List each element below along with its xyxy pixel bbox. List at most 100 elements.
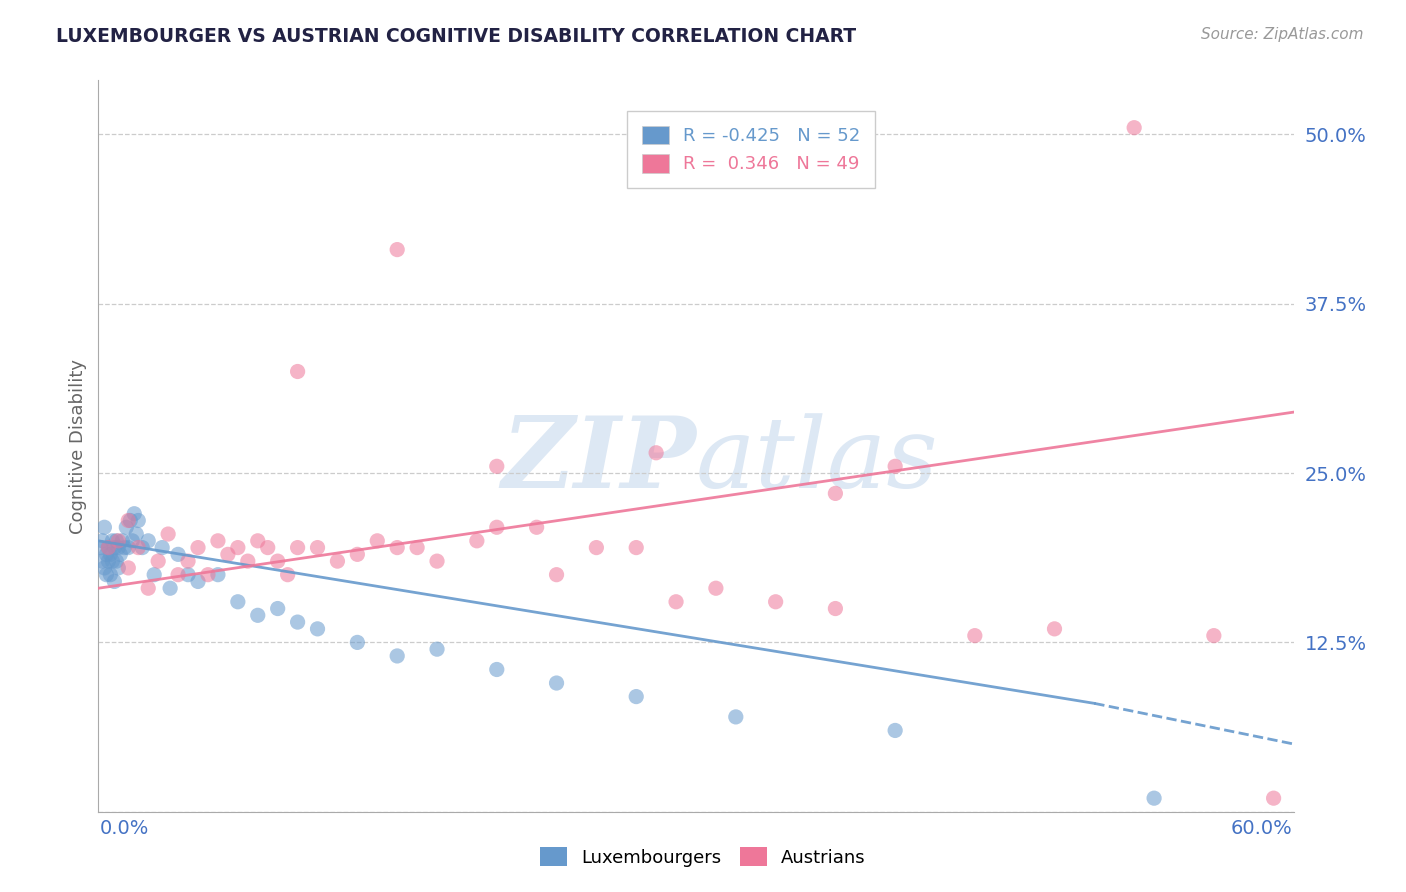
Point [93, 520, 115, 534]
Point [236, 554, 259, 568]
Point [526, 520, 548, 534]
Point [824, 601, 846, 615]
Point [177, 554, 200, 568]
Point [246, 533, 269, 548]
Point [89, 541, 111, 555]
Point [197, 567, 219, 582]
Point [326, 554, 349, 568]
Point [963, 629, 986, 643]
Point [98, 567, 122, 582]
Point [93, 561, 115, 575]
Point [1143, 791, 1166, 805]
Point [346, 635, 368, 649]
Point [150, 541, 173, 555]
Point [366, 533, 388, 548]
Text: atlas: atlas [696, 413, 939, 508]
Point [103, 574, 125, 589]
Point [485, 459, 508, 474]
Point [267, 554, 290, 568]
Point [112, 541, 135, 555]
Point [159, 581, 181, 595]
Point [307, 541, 329, 555]
Point [177, 567, 200, 582]
Point [485, 663, 508, 677]
Point [97, 541, 120, 555]
Text: 60.0%: 60.0% [1230, 819, 1292, 838]
Point [385, 243, 409, 257]
Point [385, 541, 409, 555]
Point [157, 527, 180, 541]
Point [485, 520, 508, 534]
Point [125, 527, 148, 541]
Point [1263, 791, 1285, 805]
Point [107, 533, 129, 548]
Point [246, 608, 269, 623]
Point [645, 446, 668, 460]
Point [626, 541, 648, 555]
Point [121, 533, 143, 548]
Point [765, 595, 787, 609]
Point [167, 547, 190, 561]
Point [546, 676, 568, 690]
Point [724, 710, 747, 724]
Point [346, 547, 368, 561]
Point [127, 514, 149, 528]
Y-axis label: Cognitive Disability: Cognitive Disability [69, 359, 87, 533]
Point [136, 533, 159, 548]
Point [111, 533, 134, 548]
Point [117, 514, 139, 528]
Point [97, 554, 120, 568]
Point [105, 533, 128, 548]
Point [385, 648, 409, 663]
Point [91, 554, 114, 568]
Point [426, 554, 449, 568]
Text: Source: ZipAtlas.com: Source: ZipAtlas.com [1201, 27, 1364, 42]
Point [97, 541, 120, 555]
Legend: R = -0.425   N = 52, R =  0.346   N = 49: R = -0.425 N = 52, R = 0.346 N = 49 [627, 112, 875, 188]
Point [406, 541, 429, 555]
Point [143, 567, 166, 582]
Point [665, 595, 688, 609]
Point [148, 554, 170, 568]
Point [267, 601, 290, 615]
Point [626, 690, 648, 704]
Point [884, 723, 907, 738]
Point [226, 595, 249, 609]
Point [307, 622, 329, 636]
Legend: Luxembourgers, Austrians: Luxembourgers, Austrians [533, 840, 873, 874]
Point [115, 520, 138, 534]
Text: LUXEMBOURGER VS AUSTRIAN COGNITIVE DISABILITY CORRELATION CHART: LUXEMBOURGER VS AUSTRIAN COGNITIVE DISAB… [56, 27, 856, 45]
Point [287, 364, 309, 378]
Point [101, 554, 124, 568]
Point [824, 486, 846, 500]
Point [103, 541, 125, 555]
Point [256, 541, 278, 555]
Point [207, 567, 229, 582]
Point [1043, 622, 1066, 636]
Point [277, 567, 299, 582]
Point [91, 533, 114, 548]
Point [105, 554, 128, 568]
Point [884, 459, 907, 474]
Point [117, 541, 139, 555]
Point [1202, 629, 1225, 643]
Point [96, 567, 118, 582]
Text: ZIP: ZIP [501, 412, 696, 508]
Point [704, 581, 727, 595]
Point [546, 567, 568, 582]
Point [131, 541, 153, 555]
Point [107, 561, 129, 575]
Point [136, 581, 159, 595]
Point [117, 561, 139, 575]
Point [287, 541, 309, 555]
Point [226, 541, 249, 555]
Point [1123, 120, 1146, 135]
Point [96, 547, 118, 561]
Point [187, 574, 209, 589]
Point [426, 642, 449, 657]
Point [187, 541, 209, 555]
Point [110, 547, 132, 561]
Point [127, 541, 149, 555]
Text: 0.0%: 0.0% [100, 819, 149, 838]
Point [207, 533, 229, 548]
